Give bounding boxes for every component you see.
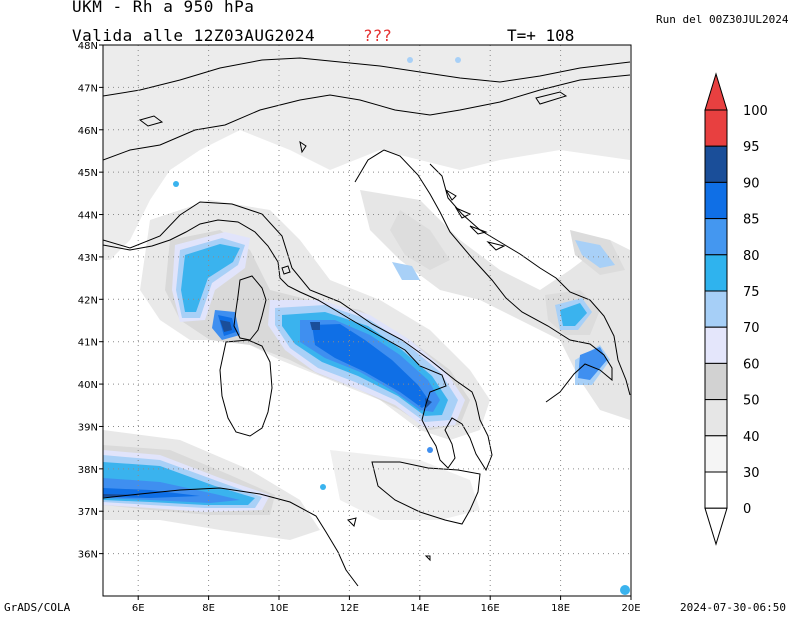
coastline-africa (103, 487, 359, 587)
colorbar-box (704, 290, 728, 328)
lon-tick-label: 6E (132, 603, 145, 614)
coastlines (103, 57, 631, 587)
software-credit: GrADS/COLA (4, 601, 71, 614)
lat-tick-label: 36N (78, 550, 98, 561)
lat-tick-label: 46N (78, 126, 98, 137)
lon-tick-label: 8E (202, 603, 215, 614)
north-border (103, 57, 631, 97)
colorbar-label: 85 (743, 213, 760, 228)
colorbar-arrow-top (704, 72, 728, 111)
colorbar-boxes (704, 72, 728, 546)
render-timestamp: 2024-07-30-06:50 (680, 601, 786, 614)
rh-field-light (330, 450, 480, 520)
map-title: UKM - Rh a 950 hPa (72, 0, 255, 16)
coastline-island (347, 517, 357, 527)
coastline-adriatic-it (354, 149, 613, 403)
rh-field-95 (310, 322, 320, 330)
colorbar-box (704, 471, 728, 509)
lat-tick-label: 42N (78, 295, 98, 306)
forecast-step: T=+ 108 (507, 26, 575, 45)
colorbar-labels: 0 30 40 50 60 70 75 80 85 90 95 100 (743, 104, 768, 517)
coastline-island (281, 265, 291, 275)
lake (299, 140, 307, 154)
alps-border (103, 74, 631, 161)
valid-time: Valida alle 12Z03AUG2024 (72, 26, 316, 45)
colorbar-label: 50 (743, 394, 760, 409)
unknown-marker: ??? (363, 26, 392, 45)
lat-tick-label: 44N (78, 211, 98, 222)
rh-spot (620, 585, 630, 595)
coastline-sicily (371, 461, 481, 525)
colorbar-box (704, 435, 728, 473)
lon-tick-label: 20E (621, 603, 640, 614)
colorbar-box (704, 109, 728, 147)
lat-tick-label: 40N (78, 380, 98, 391)
lat-tick-label: 43N (78, 253, 98, 264)
rh-spot (407, 57, 413, 63)
colorbar-label: 95 (743, 140, 760, 155)
coastline-balkans (429, 163, 631, 396)
rh-fields (103, 45, 630, 595)
colorbar-label: 40 (743, 430, 760, 445)
lon-tick-label: 18E (551, 603, 570, 614)
map-frame (102, 44, 632, 597)
colorbar-label: 30 (743, 466, 760, 481)
lon-tick-label: 10E (269, 603, 288, 614)
coastline-island (445, 189, 506, 251)
colorbar-box (704, 399, 728, 437)
rh-field-85 (578, 347, 607, 380)
rh-field-80 (181, 244, 240, 312)
colorbar-arrow-bottom (704, 507, 728, 546)
run-time: Run del 00Z30JUL2024 (656, 13, 789, 26)
rh-field-95 (220, 320, 232, 332)
rh-spot (455, 57, 461, 63)
colorbar-box (704, 181, 728, 220)
coastline-italy (103, 201, 493, 472)
lat-tick-label: 48N (78, 41, 98, 52)
lake (138, 115, 164, 127)
lon-tick-label: 12E (340, 603, 359, 614)
colorbar-box (704, 326, 728, 364)
lat-tick-label: 37N (78, 507, 98, 518)
lat-tick-label: 38N (78, 465, 98, 476)
lat-tick-label: 39N (78, 422, 98, 433)
coastline-corsica (233, 275, 267, 341)
rh-field-75 (392, 262, 420, 280)
coastline-sardinia (219, 339, 273, 437)
colorbar: 0 30 40 50 60 70 75 80 85 90 95 100 (704, 72, 768, 546)
rh-field-90 (312, 324, 430, 408)
rh-field-light (103, 45, 630, 260)
colorbar-label: 80 (743, 249, 760, 264)
rh-spot (173, 181, 179, 187)
colorbar-box (704, 362, 728, 401)
lat-tick-label: 45N (78, 168, 98, 179)
colorbar-box (704, 218, 728, 256)
colorbar-label: 90 (743, 176, 760, 191)
rh-field-75 (575, 240, 615, 268)
colorbar-label: 70 (743, 321, 760, 336)
lat-tick-label: 41N (78, 338, 98, 349)
axis-ticks: 6E 8E 10E 12E 14E 16E 18E 20E 36N 37N 38N 39N 40N 41N… (78, 41, 641, 614)
lat-tick-label: 47N (78, 83, 98, 94)
coastline-island (424, 555, 431, 562)
rh-field-80 (560, 303, 587, 326)
lon-tick-label: 14E (410, 603, 429, 614)
rh-spot (427, 447, 433, 453)
colorbar-label: 75 (743, 285, 760, 300)
colorbar-label: 100 (743, 104, 768, 119)
colorbar-label: 0 (743, 502, 751, 517)
rh-spot (320, 484, 326, 490)
colorbar-box (704, 254, 728, 292)
colorbar-label: 60 (743, 357, 760, 372)
lon-tick-label: 16E (481, 603, 500, 614)
lake (535, 91, 568, 105)
colorbar-box (704, 145, 728, 183)
